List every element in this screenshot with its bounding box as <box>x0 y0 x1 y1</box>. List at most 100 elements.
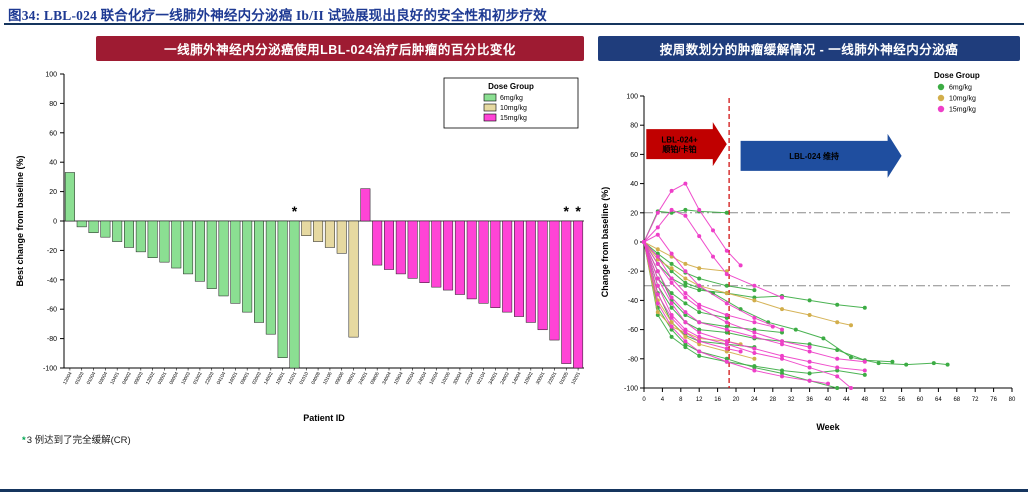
trajectory-line <box>643 241 829 385</box>
y-tick-label: 100 <box>45 72 57 79</box>
trajectory-point <box>780 327 784 332</box>
trajectory-point <box>780 356 784 361</box>
trajectory-point <box>669 291 674 296</box>
patient-id-label: 12002 <box>145 371 157 386</box>
trajectory-point <box>752 364 757 369</box>
y-tick-label: 40 <box>630 181 638 188</box>
waterfall-bar <box>525 220 536 323</box>
trajectory-line <box>643 241 893 363</box>
trajectory-point <box>807 378 812 383</box>
patient-id-label: 34001 <box>488 371 500 386</box>
y-tick-label: 60 <box>49 130 57 137</box>
y-axis-title: Change from baseline (%) <box>600 187 610 298</box>
trajectory-point <box>683 345 688 350</box>
waterfall-panel-header: 一线肺外神经内分泌癌使用LBL-024治疗后肿瘤的百分比变化 <box>96 36 584 61</box>
patient-id-label: 14004 <box>511 371 523 386</box>
trajectory-point <box>697 305 702 310</box>
x-tick-label: 80 <box>1009 397 1016 403</box>
trajectory-point <box>724 339 729 344</box>
legend-label: 15mg/kg <box>500 115 527 122</box>
trajectory-point <box>724 346 729 351</box>
waterfall-bar <box>218 220 229 297</box>
waterfall-bar <box>431 220 442 288</box>
trajectory-point <box>752 330 757 335</box>
trajectory-point <box>904 362 909 367</box>
trajectory-point <box>738 349 743 354</box>
waterfall-bar <box>147 220 158 258</box>
cr-asterisk: * <box>564 203 570 219</box>
trajectory-point <box>697 276 702 281</box>
trajectory-point <box>945 362 950 367</box>
trajectory-point <box>835 365 840 370</box>
trajectory-point <box>683 291 688 296</box>
trajectory-point <box>683 320 688 325</box>
chemo-arrow <box>646 122 727 167</box>
trajectory-point <box>669 276 674 281</box>
y-tick-label: 20 <box>630 210 638 217</box>
trajectory-point <box>890 359 895 364</box>
waterfall-bar <box>183 220 194 275</box>
x-tick-label: 36 <box>806 397 813 403</box>
trajectory-point <box>697 334 702 339</box>
trajectory-point <box>738 263 743 268</box>
patient-id-label: 30001 <box>535 371 547 386</box>
patient-id-label: 16504 <box>428 371 440 386</box>
trajectory-point <box>780 353 784 358</box>
trajectory-point <box>655 254 660 259</box>
waterfall-bar <box>384 220 394 270</box>
y-tick-label: -80 <box>628 356 638 363</box>
x-tick-label: 20 <box>733 397 740 403</box>
trajectory-point <box>807 349 812 354</box>
x-tick-label: 44 <box>843 397 850 403</box>
waterfall-bar <box>206 220 217 289</box>
trajectory-point <box>655 225 660 230</box>
x-tick-label: 68 <box>953 397 960 403</box>
maintenance-arrow <box>740 133 902 178</box>
trajectory-point <box>669 320 674 325</box>
trajectory-point <box>724 283 729 288</box>
waterfall-bar <box>301 220 312 236</box>
patient-id-label: 03504 <box>405 371 417 386</box>
waterfall-bar <box>419 220 430 283</box>
trajectory-point <box>724 301 729 306</box>
trajectory-point <box>642 240 646 244</box>
x-tick-label: 60 <box>917 397 924 403</box>
waterfall-bar <box>313 220 324 242</box>
y-tick-label: -40 <box>47 277 57 284</box>
trajectory-point <box>780 330 784 335</box>
x-tick-label: 64 <box>935 397 942 403</box>
patient-id-label: 09006 <box>334 371 346 386</box>
patient-id-label: 14002 <box>263 371 275 386</box>
trajectory-point <box>849 386 853 390</box>
trajectory-point <box>669 327 674 332</box>
patient-id-label: 10206 <box>440 371 452 386</box>
x-axis-title: Week <box>816 422 840 432</box>
trajectory-point <box>724 324 729 329</box>
x-axis-title: Patient ID <box>303 413 345 423</box>
patient-id-label: 24004 <box>417 371 429 386</box>
trajectory-point <box>780 342 784 347</box>
spider-panel-header: 按周数划分的肿瘤缓解情况 - 一线肺外神经内分泌癌 <box>598 36 1020 61</box>
trajectory-point <box>752 315 757 320</box>
waterfall-bar <box>360 188 371 222</box>
trajectory-point <box>683 283 688 288</box>
x-tick-label: 28 <box>769 397 776 403</box>
patient-id-label: 30004 <box>452 371 464 386</box>
patient-id-label: 22003 <box>204 371 216 386</box>
legend-label: 6mg/kg <box>500 95 523 102</box>
legend-swatch <box>483 103 497 112</box>
waterfall-bar <box>324 220 335 248</box>
trajectory-point <box>669 305 674 310</box>
trajectory-point <box>752 327 757 332</box>
trajectory-point <box>655 301 660 306</box>
patient-id-label: 01005 <box>558 371 570 386</box>
trajectory-point <box>683 276 688 281</box>
trajectory-point <box>669 269 674 274</box>
waterfall-panel: 一线肺外神经内分泌癌使用LBL-024治疗后肿瘤的百分比变化 -100 -80 -6… <box>10 34 592 479</box>
y-tick-label: 40 <box>49 160 57 167</box>
trajectory-point <box>835 368 840 373</box>
trajectory-point <box>655 313 660 317</box>
patient-id-label: 04104 <box>216 371 228 386</box>
trajectory-point <box>697 310 702 315</box>
